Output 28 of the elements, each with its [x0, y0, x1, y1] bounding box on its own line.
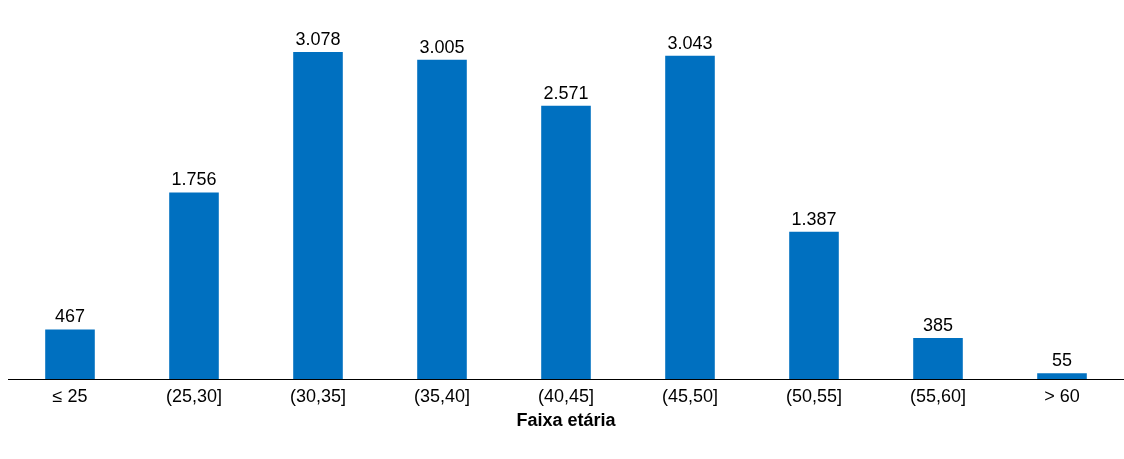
x-tick-label: (25,30]	[165, 385, 223, 406]
x-tick-label: (40,45]	[537, 385, 595, 406]
data-label: 1.387	[791, 208, 837, 229]
data-label: 3.078	[295, 29, 341, 49]
bar	[293, 52, 343, 379]
bar	[417, 59, 467, 379]
data-label: 3.005	[419, 36, 465, 57]
bar	[45, 329, 95, 379]
data-label: 3.043	[667, 32, 713, 53]
bar	[169, 192, 219, 379]
data-label: 2.571	[543, 82, 589, 103]
data-label: 55	[1051, 350, 1073, 371]
x-tick-label: (45,50]	[661, 385, 719, 406]
x-tick-label: ≤ 25	[52, 385, 88, 406]
bar	[789, 231, 839, 379]
x-axis-title: Faixa etária	[516, 409, 617, 430]
x-tick-label: (55,60]	[909, 385, 967, 406]
x-tick-label: > 60	[1044, 385, 1080, 406]
x-tick-label: (35,40]	[413, 385, 471, 406]
x-tick-label: (50,55]	[785, 385, 843, 406]
bar	[541, 105, 591, 379]
data-label: 1.756	[171, 169, 217, 190]
bar	[665, 55, 715, 379]
bar	[913, 338, 963, 379]
bar	[1037, 373, 1087, 379]
data-label: 385	[922, 315, 954, 336]
x-tick-label: (30,35]	[289, 385, 347, 406]
data-label: 467	[54, 306, 86, 327]
